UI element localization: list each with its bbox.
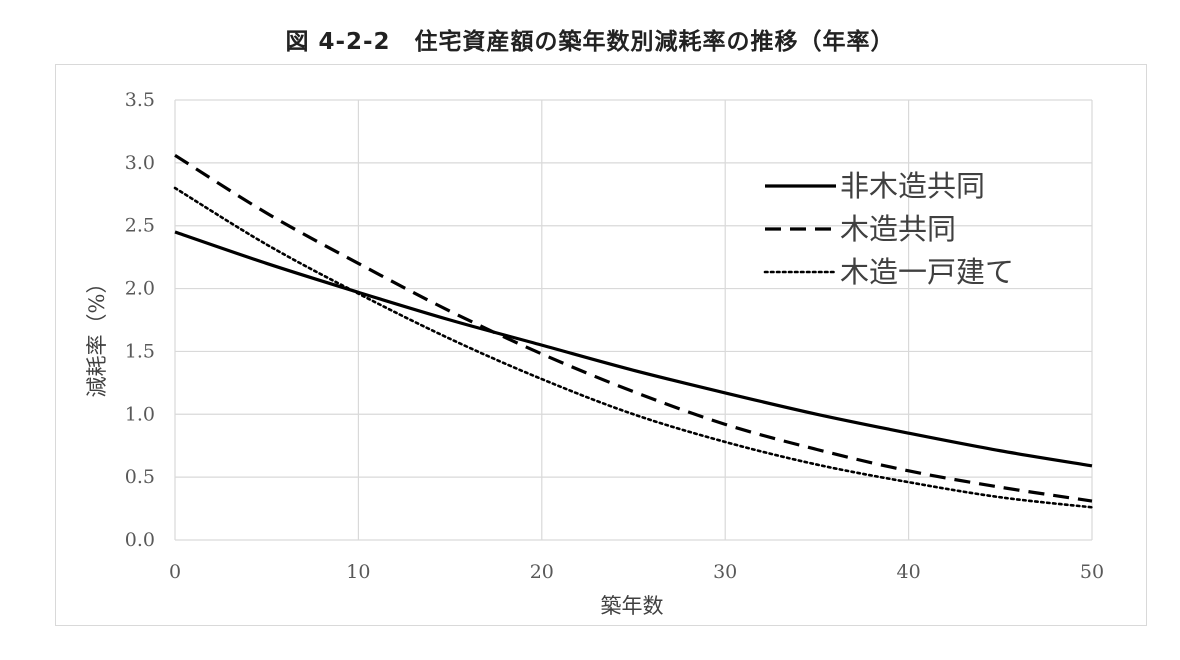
legend-label: 木造一戸建て <box>840 255 1014 289</box>
series-line-wooden-detached <box>173 186 1094 509</box>
y-tick-label: 0.5 <box>125 466 155 488</box>
y-tick-label: 1.5 <box>125 340 155 362</box>
series-layer <box>173 153 1094 509</box>
chart-title: 図 4-2-2 住宅資産額の築年数別減耗率の推移（年率） <box>285 29 895 55</box>
y-axis-ticks: 0.0 0.5 1.0 1.5 2.0 2.5 3.0 3.5 <box>125 89 155 551</box>
x-tick-label: 20 <box>530 561 554 583</box>
y-tick-label: 1.0 <box>125 403 155 425</box>
y-tick-label: 3.5 <box>125 89 155 111</box>
x-axis-title: 築年数 <box>601 594 664 618</box>
series-line-non-wooden-multi <box>174 230 1093 468</box>
x-tick-label: 30 <box>713 561 737 583</box>
legend-label: 非木造共同 <box>840 169 985 203</box>
x-tick-label: 40 <box>897 561 921 583</box>
y-axis-title: 減耗率（%） <box>85 273 109 398</box>
x-tick-label: 50 <box>1080 561 1104 583</box>
x-tick-label: 10 <box>346 561 370 583</box>
legend-label: 木造共同 <box>840 212 956 246</box>
series-line-wooden-multi <box>174 153 1093 503</box>
chart-frame <box>55 64 1147 626</box>
y-tick-label: 2.0 <box>125 278 155 300</box>
x-tick-label: 0 <box>169 561 181 583</box>
x-axis-ticks: 0 10 20 30 40 50 <box>169 561 1104 583</box>
y-tick-label: 2.5 <box>125 215 155 237</box>
y-tick-label: 3.0 <box>125 152 155 174</box>
y-tick-label: 0.0 <box>125 529 155 551</box>
grid-layer <box>174 99 1093 541</box>
